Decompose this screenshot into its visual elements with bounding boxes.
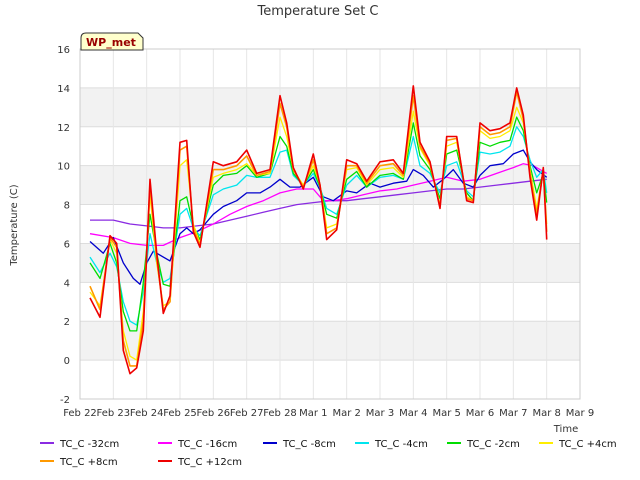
y-tick-label: -2 [60, 395, 70, 406]
band [80, 321, 580, 361]
x-tick-label: Mar 1 [299, 408, 327, 419]
y-tick-label: 2 [64, 317, 70, 328]
plot-frame [79, 48, 581, 400]
x-tick-label: Mar 4 [399, 408, 427, 419]
band [80, 126, 580, 166]
x-tick-label: Mar 6 [466, 408, 494, 419]
band [80, 87, 580, 127]
x-tick-label: Feb 27 [230, 408, 264, 419]
badge-label: WP_met [86, 36, 136, 49]
legend-label: TC_C -8cm [282, 439, 336, 450]
x-tick-label: Feb 25 [163, 408, 197, 419]
legend: TC_C -32cm TC_C -16cm TC_C -8cm TC_C -4cm TC… [40, 439, 617, 468]
y-tick-label: 8 [64, 201, 70, 212]
x-tick-label: Mar 8 [532, 408, 560, 419]
legend-label: TC_C -2cm [466, 439, 520, 450]
y-tick-label: 16 [57, 45, 70, 56]
x-tick-label: Mar 7 [499, 408, 527, 419]
x-tick-label: Feb 28 [263, 408, 297, 419]
legend-label: TC_C -32cm [59, 439, 119, 450]
legend-label: TC_C +8cm [59, 457, 118, 468]
x-tick-label: Mar 3 [366, 408, 394, 419]
y-axis-label: Temperature (C) [9, 184, 20, 266]
legend-label: TC_C +12cm [177, 457, 242, 468]
series-line-7 [89, 85, 548, 375]
y-tick-label: 4 [64, 278, 70, 289]
chart-title: Temperature Set C [256, 4, 378, 19]
band [80, 243, 580, 283]
y-tick-label: 6 [64, 239, 70, 250]
y-tick-label: 14 [57, 84, 70, 95]
series-lines [89, 85, 548, 375]
y-tick-label: 0 [64, 356, 70, 367]
gridlines [79, 48, 581, 400]
legend-label: TC_C +4cm [558, 439, 617, 450]
x-tick-label: Feb 24 [130, 408, 164, 419]
band [80, 49, 580, 88]
series-line-1 [89, 163, 548, 247]
legend-label: TC_C -4cm [374, 439, 428, 450]
legend-label: TC_C -16cm [177, 439, 237, 450]
x-axis-label: Time [553, 424, 578, 435]
x-tick-label: Feb 23 [97, 408, 131, 419]
x-tick-label: Mar 5 [432, 408, 460, 419]
band [80, 360, 580, 399]
y-axis-ticks: -2 0 2 4 6 8 10 12 14 16 [57, 45, 70, 406]
band [80, 282, 580, 322]
x-tick-label: Mar 2 [332, 408, 360, 419]
x-tick-label: Feb 22 [63, 408, 97, 419]
y-tick-label: 12 [57, 123, 70, 134]
x-axis-ticks: Feb 22 Feb 23 Feb 24 Feb 25 Feb 26 Feb 27 Feb … [63, 408, 594, 419]
y-tick-label: 10 [57, 162, 70, 173]
wp-met-badge: WP_met [80, 32, 144, 51]
x-tick-label: Mar 9 [566, 408, 594, 419]
x-tick-label: Feb 26 [197, 408, 231, 419]
plot-background [80, 49, 580, 399]
